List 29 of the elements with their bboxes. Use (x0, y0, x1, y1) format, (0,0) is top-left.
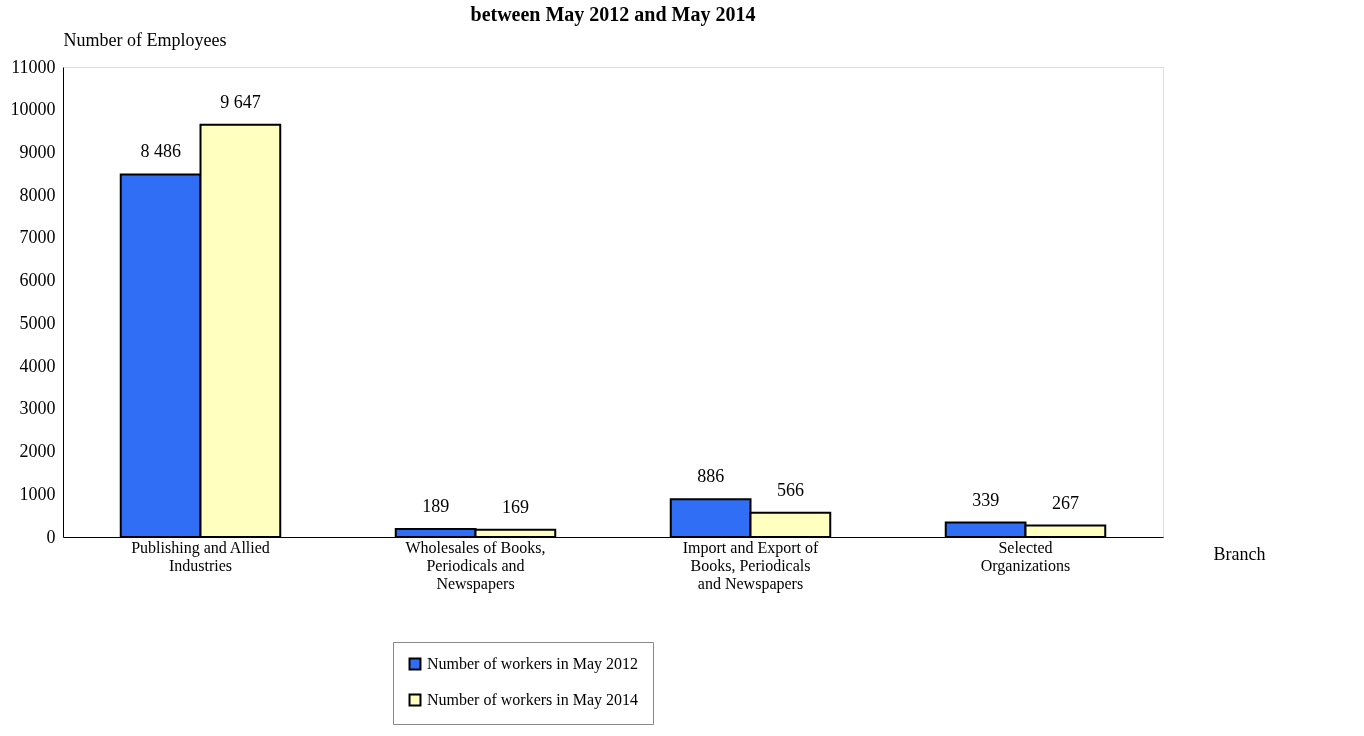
y-tick-label: 11000 (11, 56, 56, 77)
y-tick-label: 8000 (19, 184, 56, 205)
y-tick-label: 4000 (19, 355, 56, 376)
data-label: 8 486 (140, 141, 181, 162)
data-label: 267 (1051, 492, 1079, 513)
y-tick-label: 5000 (19, 312, 56, 333)
x-tick-label: Selected Organizations (980, 538, 1071, 575)
legend-label: Number of workers in May 2014 (427, 691, 639, 709)
x-axis-title: Branch (1213, 543, 1266, 564)
chart-title: between May 2012 and May 2014 (470, 3, 756, 26)
y-tick-label: 1000 (19, 483, 56, 504)
data-label: 9 647 (220, 91, 261, 112)
data-label: 566 (776, 479, 804, 500)
y-tick-label: 0 (46, 526, 56, 547)
legend-label: Number of workers in May 2012 (427, 655, 639, 673)
x-tick-label: Publishing and Allied Industries (131, 538, 270, 574)
x-tick-label: Wholesales of Books, Periodicals and Newspapers (405, 538, 546, 593)
y-tick-label: 6000 (19, 270, 56, 291)
data-label: 886 (697, 466, 725, 487)
data-label: 339 (972, 489, 1000, 510)
y-tick-label: 2000 (19, 441, 56, 462)
x-tick-label: Import and Export of Books, Periodicals and Newspapers (682, 538, 819, 593)
y-tick-label: 7000 (19, 227, 56, 248)
y-axis-title: Number of Employees (63, 29, 227, 50)
y-tick-label: 3000 (19, 398, 56, 419)
data-label: 189 (422, 495, 450, 516)
data-label: 169 (501, 496, 529, 517)
y-tick-label: 9000 (19, 141, 56, 162)
y-tick-label: 10000 (10, 99, 56, 120)
